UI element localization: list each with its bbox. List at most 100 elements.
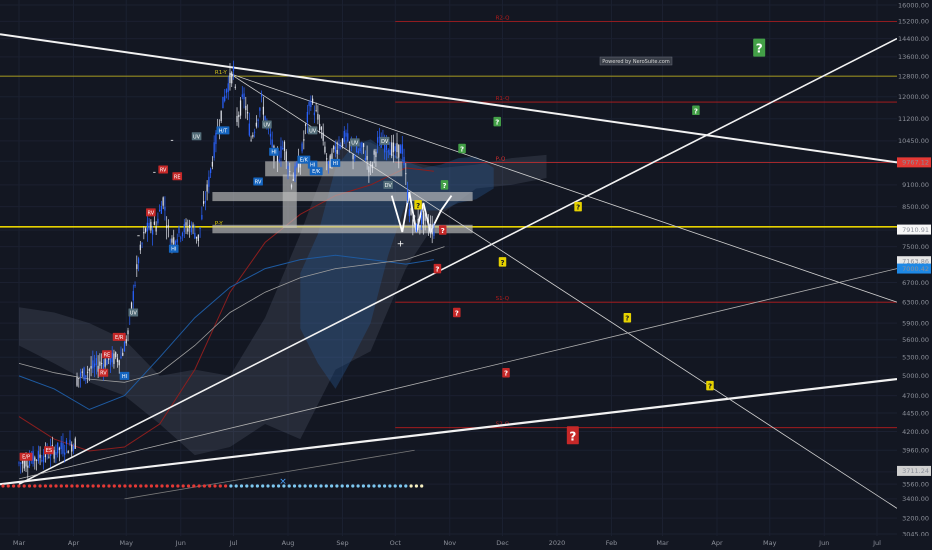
candle-body <box>139 244 141 251</box>
candle-body <box>141 243 143 245</box>
pattern-tag-label: UV <box>263 122 271 128</box>
candle-body <box>410 208 412 215</box>
candle-body <box>97 365 99 372</box>
pattern-tag-label: HI <box>310 163 315 169</box>
candle-body <box>157 218 159 224</box>
signal-dot <box>133 484 138 488</box>
signal-dot <box>165 484 169 488</box>
question-mark-box <box>566 426 579 445</box>
signal-dot <box>367 484 371 488</box>
pattern-tag-label: RV <box>148 210 155 216</box>
candle-body <box>27 465 29 468</box>
signal-dot <box>271 484 275 488</box>
x-tick-label: Nov <box>443 539 456 547</box>
candle-body <box>252 135 254 137</box>
pattern-tag-box <box>19 452 33 461</box>
signal-dot <box>303 484 307 488</box>
candle-body <box>86 371 89 373</box>
signal-dot <box>282 484 286 488</box>
cross-marker: × <box>279 477 287 487</box>
pattern-tag-label: DV <box>385 183 393 189</box>
price-label-text: 7163.86 <box>902 258 929 266</box>
candle-body <box>127 330 129 335</box>
signal-dot <box>12 484 16 488</box>
price-label-text: 3711.24 <box>902 467 929 475</box>
question-mark-box <box>458 143 466 154</box>
candle-body <box>185 222 187 226</box>
signal-dot <box>59 484 63 488</box>
signal-dot <box>6 484 10 488</box>
x-tick-label: Feb <box>606 539 618 547</box>
signal-dot <box>22 484 26 488</box>
signal-dot <box>356 484 360 488</box>
watermark: Powered by NeroSuite.com <box>599 56 673 66</box>
candle-body <box>92 360 94 369</box>
signal-dot <box>213 484 217 488</box>
candle-body <box>422 210 425 225</box>
question-marks-layer: ??????????????? <box>414 38 766 445</box>
pattern-tag-box <box>309 167 323 176</box>
trendline-ascending <box>18 37 898 485</box>
signal-dot <box>171 484 175 488</box>
x-tick-label: Jul <box>229 539 238 547</box>
candle-body <box>262 106 265 115</box>
candle-body <box>178 226 180 234</box>
candle-body <box>433 231 435 236</box>
x-tick-label: Dec <box>496 539 509 547</box>
y-tick-label: 14400.00 <box>898 35 929 43</box>
question-mark-box <box>623 312 632 323</box>
signal-dot <box>393 484 397 488</box>
trendline-support <box>0 377 898 486</box>
candle-body <box>276 153 279 162</box>
candle-body <box>88 369 90 371</box>
pattern-tag-box <box>98 368 109 377</box>
signal-dot <box>351 484 355 488</box>
candle-body <box>41 460 43 462</box>
question-mark-box <box>753 38 766 57</box>
candle-body <box>431 224 433 235</box>
candle-body <box>208 176 210 187</box>
candle-body <box>167 225 170 228</box>
candle-body <box>245 105 247 111</box>
signal-dot <box>409 484 413 488</box>
candlesticks-layer <box>18 60 435 479</box>
candle-body <box>428 223 430 228</box>
y-tick-label: 11200.00 <box>898 115 929 123</box>
candle-body <box>197 234 199 242</box>
watermark-text: Powered by NeroSuite.com <box>602 59 670 65</box>
signal-dot <box>250 484 254 488</box>
pattern-tag-label: E/K <box>312 169 321 175</box>
signal-dot <box>144 484 148 488</box>
candle-body <box>347 133 349 142</box>
candle-body <box>18 462 20 464</box>
candle-body <box>174 241 177 245</box>
candle-body <box>225 89 228 93</box>
candle-body <box>338 143 340 149</box>
candle-body <box>39 454 41 458</box>
y-tick-label: 4700.00 <box>902 392 929 400</box>
candle-body <box>355 146 358 153</box>
pattern-tag-box <box>112 332 126 341</box>
y-tick-label: 4450.00 <box>902 409 929 417</box>
signal-dot <box>314 484 318 488</box>
question-mark-box <box>453 307 461 318</box>
candle-body <box>202 201 205 204</box>
signal-dot <box>383 484 387 488</box>
pivot-level-label: P-Q <box>496 156 506 162</box>
candle-body <box>322 132 324 141</box>
candle-body <box>160 205 163 214</box>
x-axis: Mar Apr May Jun Jul Aug Sep Oct Nov Dec 2020 Feb Mar… <box>0 536 932 550</box>
candle-body <box>243 93 245 100</box>
question-mark-label: ? <box>504 370 508 378</box>
candle-body <box>257 119 259 121</box>
signal-dot <box>239 484 244 488</box>
signal-dot <box>160 484 164 488</box>
candle-body <box>401 144 403 154</box>
candle-body <box>134 284 136 287</box>
pivot-level-label: R2-Q <box>496 15 511 21</box>
candle-body <box>246 112 249 114</box>
pattern-tag-box <box>44 446 54 455</box>
dash-marker: - <box>170 135 173 145</box>
candle-body <box>60 442 62 450</box>
